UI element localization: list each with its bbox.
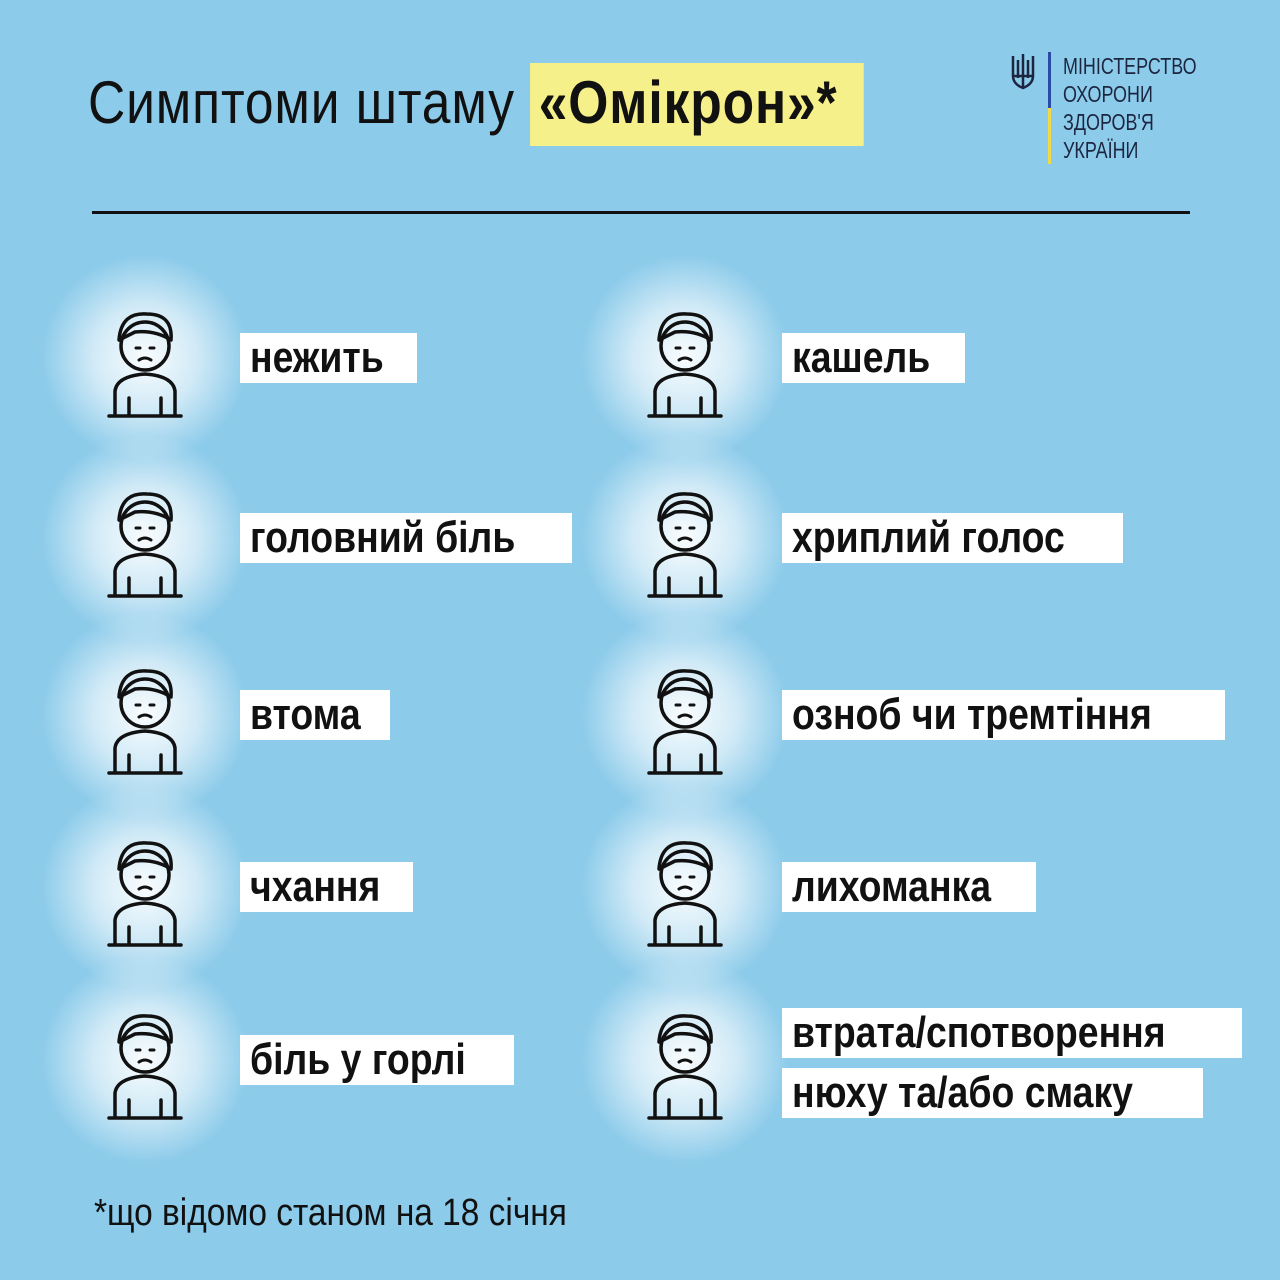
title-highlight: «Омікрон»* bbox=[530, 63, 864, 146]
symptom-label: нежить bbox=[240, 333, 418, 383]
chills-icon bbox=[647, 669, 723, 775]
runny-nose-icon bbox=[107, 312, 183, 418]
symptom-label-text: хриплий голос bbox=[792, 513, 1065, 562]
symptom-label: озноб чи тремтіння bbox=[782, 690, 1226, 740]
trident-icon bbox=[1011, 54, 1035, 90]
symptom-label-text: головний біль bbox=[250, 513, 516, 562]
headache-icon bbox=[107, 492, 183, 598]
flag-bar bbox=[1048, 52, 1051, 164]
symptom-label: нюху та/або смаку bbox=[782, 1068, 1204, 1118]
logo-text: МІНІСТЕРСТВО ОХОРОНИ ЗДОРОВ'Я УКРАЇНИ bbox=[1063, 52, 1197, 164]
logo-line: ОХОРОНИ bbox=[1063, 81, 1153, 107]
symptom-label: біль у горлі bbox=[240, 1035, 514, 1085]
fever-icon bbox=[647, 841, 723, 947]
symptom-label: кашель bbox=[782, 333, 965, 383]
sore-throat-icon bbox=[107, 1014, 183, 1120]
logo-line: УКРАЇНИ bbox=[1063, 137, 1139, 163]
symptom-label-text: біль у горлі bbox=[250, 1035, 466, 1084]
page-title: Симптоми штаму «Омікрон»* bbox=[88, 63, 864, 146]
symptom-label: втрата/спотворення bbox=[782, 1008, 1242, 1058]
symptom-label: головний біль bbox=[240, 513, 573, 563]
symptom-label-text: лихоманка bbox=[792, 862, 992, 911]
symptom-label: хриплий голос bbox=[782, 513, 1123, 563]
symptom-label-text: чхання bbox=[250, 862, 381, 911]
ministry-logo: МІНІСТЕРСТВО ОХОРОНИ ЗДОРОВ'Я УКРАЇНИ bbox=[1010, 52, 1234, 164]
hoarse-voice-icon bbox=[647, 492, 723, 598]
title-prefix: Симптоми штаму bbox=[88, 69, 531, 136]
loss-of-smell-taste-icon bbox=[647, 1014, 723, 1120]
logo-line: ЗДОРОВ'Я bbox=[1063, 109, 1154, 135]
symptom-label-text: кашель bbox=[792, 333, 931, 382]
symptom-label-text: втома bbox=[250, 690, 361, 739]
symptom-label-text: озноб чи тремтіння bbox=[792, 690, 1152, 739]
symptom-label-text: нюху та/або смаку bbox=[792, 1068, 1133, 1117]
divider bbox=[92, 211, 1190, 214]
symptom-label-text: нежить bbox=[250, 333, 384, 382]
sneeze-icon bbox=[107, 841, 183, 947]
symptom-label: лихоманка bbox=[782, 862, 1037, 912]
symptom-label: втома bbox=[240, 690, 391, 740]
footnote: *що відомо станом на 18 січня bbox=[94, 1192, 567, 1234]
fatigue-icon bbox=[107, 669, 183, 775]
symptom-label: чхання bbox=[240, 862, 414, 912]
symptom-label-text: втрата/спотворення bbox=[792, 1008, 1166, 1057]
cough-icon bbox=[647, 312, 723, 418]
logo-line: МІНІСТЕРСТВО bbox=[1063, 53, 1197, 79]
